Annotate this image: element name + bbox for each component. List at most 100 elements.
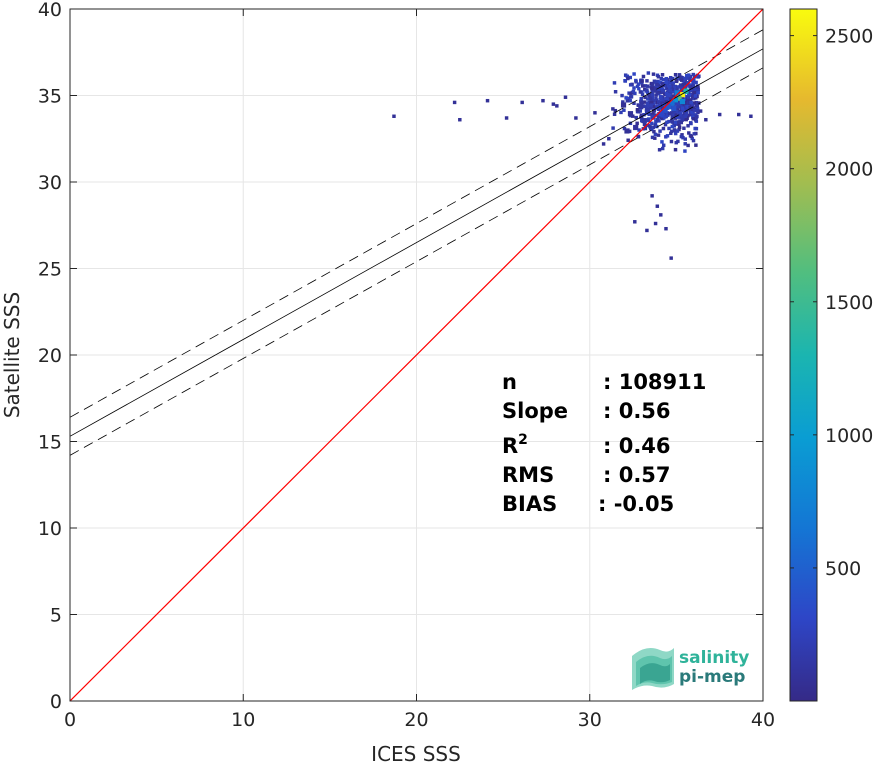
density-cell — [684, 76, 689, 80]
density-cell — [693, 94, 698, 98]
density-cell — [663, 83, 667, 88]
density-cell — [664, 100, 669, 104]
plot-marks — [70, 9, 763, 701]
density-cell — [679, 120, 684, 125]
density-cell — [684, 112, 689, 117]
density-bin — [674, 90, 680, 96]
density-cell — [611, 107, 615, 111]
density-cell — [612, 112, 617, 116]
density-cell — [691, 87, 695, 92]
density-cell — [628, 83, 633, 87]
density-cell — [607, 137, 611, 141]
density-cell — [690, 95, 695, 99]
density-cell — [667, 126, 671, 131]
density-cell — [672, 85, 677, 89]
density-bin — [683, 88, 689, 94]
confidence-bound-line — [70, 67, 763, 456]
density-cell — [619, 110, 623, 115]
density-cell — [696, 109, 700, 113]
regression-line — [70, 48, 763, 437]
stat-label: R2 — [502, 432, 528, 458]
density-cell — [690, 103, 695, 108]
colorbar-tick-label: 1500 — [825, 292, 873, 314]
density-cell — [682, 111, 687, 116]
density-cell — [670, 85, 674, 89]
density-cell — [634, 80, 638, 84]
density-cell — [651, 102, 656, 107]
density-cell — [633, 220, 637, 224]
density-cell — [674, 113, 678, 117]
density-bin — [638, 104, 644, 110]
density-cell — [694, 86, 698, 91]
density-cell — [392, 114, 396, 118]
density-cell — [621, 100, 625, 104]
density-cell — [669, 78, 674, 83]
density-bin — [641, 117, 647, 124]
density-cell — [612, 81, 617, 85]
density-cell — [650, 135, 655, 140]
density-cell — [660, 73, 665, 77]
density-cell — [656, 80, 661, 85]
density-cell — [613, 90, 618, 94]
density-cell — [660, 140, 664, 144]
density-cell — [677, 125, 682, 130]
y-tick-label: 25 — [38, 259, 62, 281]
density-cell — [640, 100, 644, 104]
density-cell — [676, 139, 680, 144]
density-cell — [686, 80, 690, 85]
density-cell — [611, 126, 615, 130]
stat-value: : 0.57 — [603, 463, 671, 487]
axis-ticks: 0 10 20 30 40 0 5 10 15 20 25 30 35 40 — [38, 0, 775, 731]
density-cell — [688, 121, 693, 125]
density-cell — [635, 121, 639, 126]
density-cell — [691, 138, 696, 143]
density-cell — [670, 87, 674, 92]
density-cell — [613, 108, 618, 113]
density-cell — [650, 121, 654, 126]
density-cell — [673, 128, 677, 133]
density-cell — [637, 86, 641, 91]
x-tick-label: 20 — [404, 709, 428, 731]
density-cell — [668, 80, 673, 85]
density-cell — [688, 76, 692, 80]
density-cell — [555, 104, 559, 108]
density-cell — [668, 88, 673, 93]
density-cell — [661, 143, 666, 148]
density-cell — [669, 111, 674, 115]
density-cell — [667, 119, 671, 124]
density-cell — [655, 124, 659, 129]
density-cell — [650, 86, 654, 91]
density-cell — [629, 91, 633, 96]
density-cell — [666, 93, 670, 97]
density-cell — [458, 117, 462, 122]
density-cell — [687, 73, 691, 77]
density-cell — [660, 95, 665, 99]
density-cell — [485, 98, 490, 103]
density-cell — [737, 112, 741, 117]
density-cell — [688, 105, 692, 110]
density-cell — [691, 72, 695, 77]
density-cell — [681, 82, 685, 87]
density-cell — [695, 107, 700, 111]
density-cell — [623, 78, 627, 83]
stat-label-text: BIAS — [502, 492, 557, 516]
density-cell — [650, 127, 654, 132]
density-cell — [627, 91, 631, 95]
density-cell — [654, 80, 658, 85]
density-cell — [624, 96, 628, 100]
density-cell — [697, 101, 701, 105]
density-cell — [635, 84, 640, 89]
x-axis-label: ICES SSS — [371, 742, 461, 764]
density-cell — [638, 90, 643, 94]
density-bin — [659, 111, 665, 117]
density-cell — [654, 86, 658, 90]
density-bin — [627, 111, 634, 117]
density-cell — [679, 134, 684, 139]
density-cell — [680, 133, 684, 137]
density-bin — [679, 98, 686, 105]
density-cell — [688, 107, 693, 112]
density-cell — [646, 84, 650, 88]
density-cell — [686, 143, 690, 148]
density-cell — [695, 103, 699, 107]
density-cell — [636, 134, 640, 139]
